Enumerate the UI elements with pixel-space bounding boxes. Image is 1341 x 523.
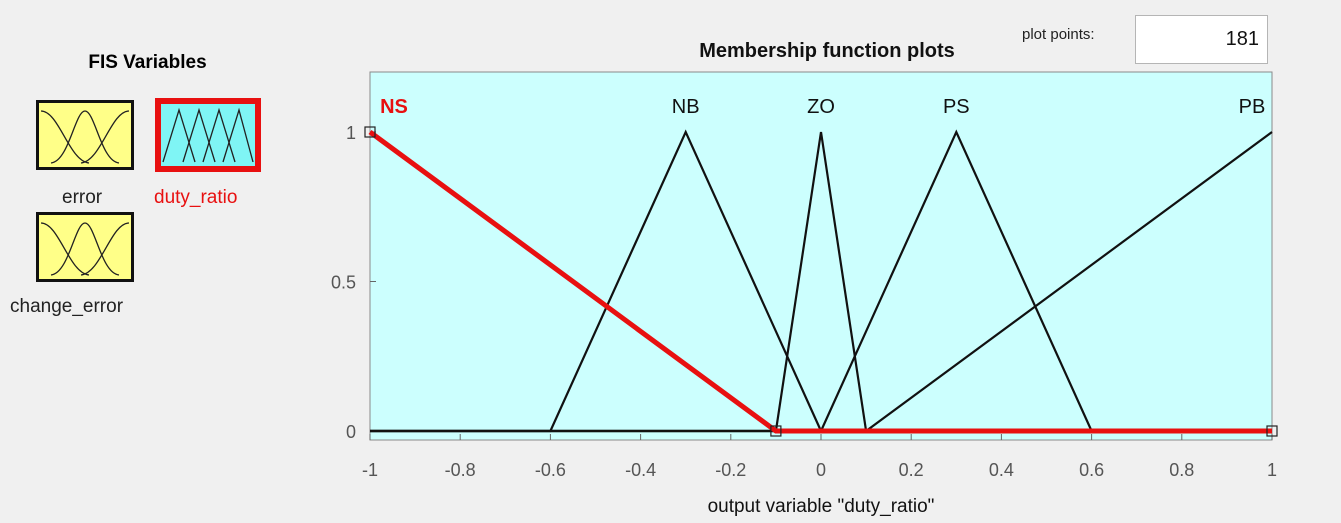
mf-label-pb: PB [1239, 96, 1266, 118]
variable-change-error[interactable] [36, 212, 134, 282]
x-axis-label: output variable "duty_ratio" [707, 496, 935, 517]
variable-error-label[interactable]: error [62, 187, 103, 208]
plot-points-label: plot points: [1022, 26, 1095, 43]
x-tick-label: -0.4 [625, 460, 656, 480]
mf-label-zo: ZO [807, 96, 835, 118]
x-tick-label: 0 [816, 460, 826, 480]
mf-vertex-handle[interactable] [770, 425, 782, 437]
plot-points-input[interactable] [1135, 15, 1268, 64]
x-tick-label: -0.8 [445, 460, 476, 480]
x-tick-label: 0.2 [899, 460, 924, 480]
plot-area [369, 71, 1273, 441]
x-tick-label: -0.6 [535, 460, 566, 480]
output-membership-icon [155, 98, 261, 172]
mf-vertex-handle[interactable] [1266, 425, 1278, 437]
plot-title: Membership function plots [699, 40, 955, 62]
mf-label-ps: PS [943, 96, 970, 118]
y-tick-label: 1 [346, 123, 356, 143]
mf-line-zo[interactable] [370, 131, 1272, 433]
mf-vertex-handle[interactable] [364, 126, 376, 138]
x-tick-label: 0.8 [1169, 460, 1194, 480]
variable-error[interactable] [36, 100, 134, 170]
fis-variables-title: FIS Variables [88, 52, 207, 73]
variable-duty-ratio-label[interactable]: duty_ratio [154, 187, 238, 208]
input-membership-icon [36, 212, 134, 282]
input-membership-icon [36, 100, 134, 170]
variable-change-error-label[interactable]: change_error [10, 296, 124, 317]
x-tick-label: -0.2 [715, 460, 746, 480]
mf-line-ps[interactable] [370, 129, 1272, 433]
x-tick-label: 1 [1267, 460, 1277, 480]
mf-line-ns[interactable] [368, 129, 1272, 434]
y-tick-label: 0 [346, 422, 356, 442]
variable-duty-ratio[interactable] [155, 98, 261, 172]
y-tick-label: 0.5 [331, 273, 356, 293]
mf-label-ns: NS [380, 96, 408, 118]
x-tick-label: 0.6 [1079, 460, 1104, 480]
x-tick-label: 0.4 [989, 460, 1014, 480]
mf-line-pb[interactable] [370, 131, 1273, 433]
x-tick-label: -1 [362, 460, 378, 480]
mf-line-nb[interactable] [370, 129, 1272, 433]
mf-label-nb: NB [672, 96, 700, 118]
